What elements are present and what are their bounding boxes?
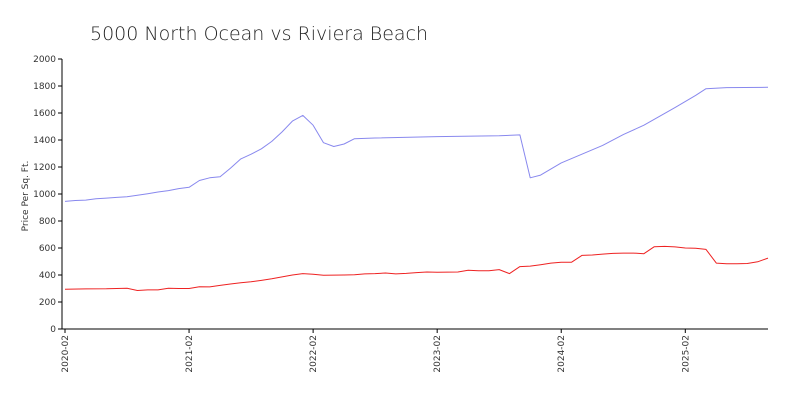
y-tick-label: 1800 — [33, 82, 56, 92]
y-tick-label: 1400 — [33, 136, 56, 146]
x-tick-label: 2024-02 — [557, 335, 567, 373]
series-line-2 — [64, 245, 769, 291]
y-tick-label: 800 — [39, 217, 56, 227]
x-tick-label: 2025-02 — [681, 335, 691, 373]
y-tick-label: 0 — [50, 325, 56, 335]
y-tick-label: 200 — [39, 298, 56, 308]
y-tick-label: 600 — [39, 244, 56, 254]
x-tick-label: 2023-02 — [433, 335, 443, 373]
chart-title: 5000 North Ocean vs Riviera Beach — [90, 23, 428, 45]
x-axis: 2020-02 2021-02 2022-02 2023-02 2024-02 2025-… — [61, 328, 768, 373]
y-tick-label: 1200 — [33, 163, 56, 173]
y-tick-label: 2000 — [33, 55, 56, 65]
series-line-1 — [64, 86, 769, 202]
x-tick-label: 2022-02 — [309, 335, 319, 373]
y-axis: 0 200 400 600 800 1000 1200 1400 1600 1800 2000 — [33, 55, 63, 335]
series-layer — [64, 86, 769, 291]
y-tick-label: 1600 — [33, 109, 56, 119]
x-tick-label: 2020-02 — [61, 335, 71, 373]
y-axis-title: Price Per Sq. Ft. — [21, 161, 31, 232]
y-tick-label: 1000 — [33, 190, 56, 200]
y-tick-label: 400 — [39, 271, 56, 281]
x-tick-label: 2021-02 — [185, 335, 195, 373]
